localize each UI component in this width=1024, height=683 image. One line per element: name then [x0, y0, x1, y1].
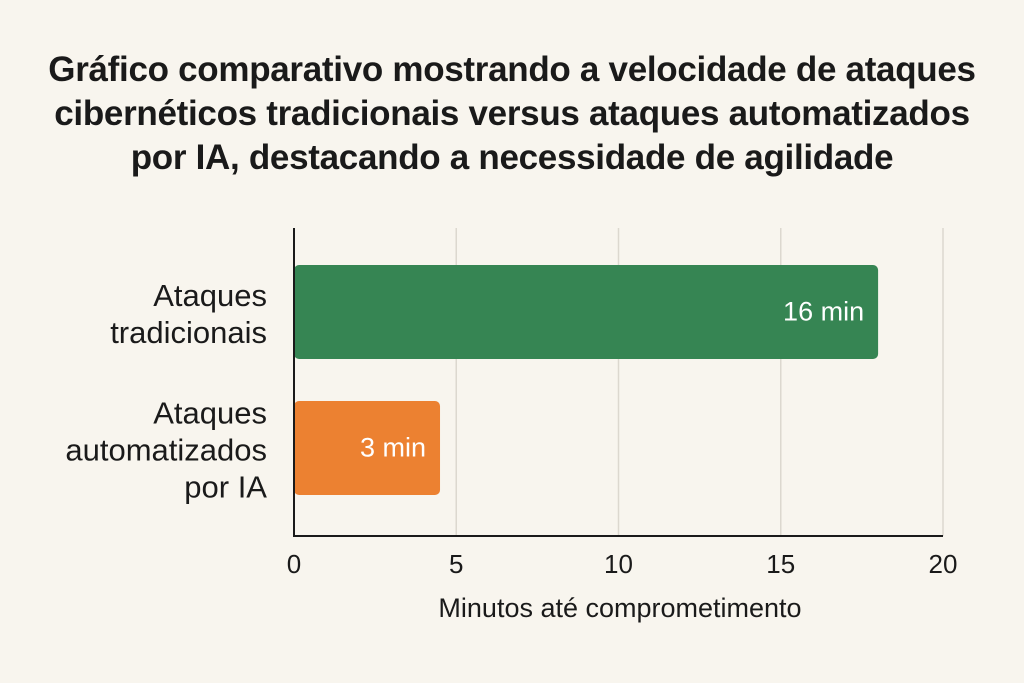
- bar-2: [294, 401, 441, 495]
- x-tick-label-20: 20: [928, 549, 958, 579]
- x-axis-label: Minutos até comprometimento: [438, 593, 802, 623]
- bars: [294, 265, 879, 495]
- x-tick-label-10: 10: [604, 549, 633, 579]
- bar-value-label-2: 3 min: [359, 432, 427, 463]
- x-tick-label-15: 15: [766, 549, 796, 579]
- category-label-2: Ataques automatizados por IA: [65, 395, 267, 505]
- x-tick-label-5: 5: [449, 549, 464, 579]
- x-tick-label-0: 0: [286, 549, 302, 579]
- chart-title: Gráfico comparativo mostrando a velocida…: [48, 50, 976, 177]
- bar-1: [294, 265, 879, 359]
- bar-value-label-1: 16 min: [783, 296, 865, 327]
- category-label-1: Ataques tradicionais: [110, 278, 267, 350]
